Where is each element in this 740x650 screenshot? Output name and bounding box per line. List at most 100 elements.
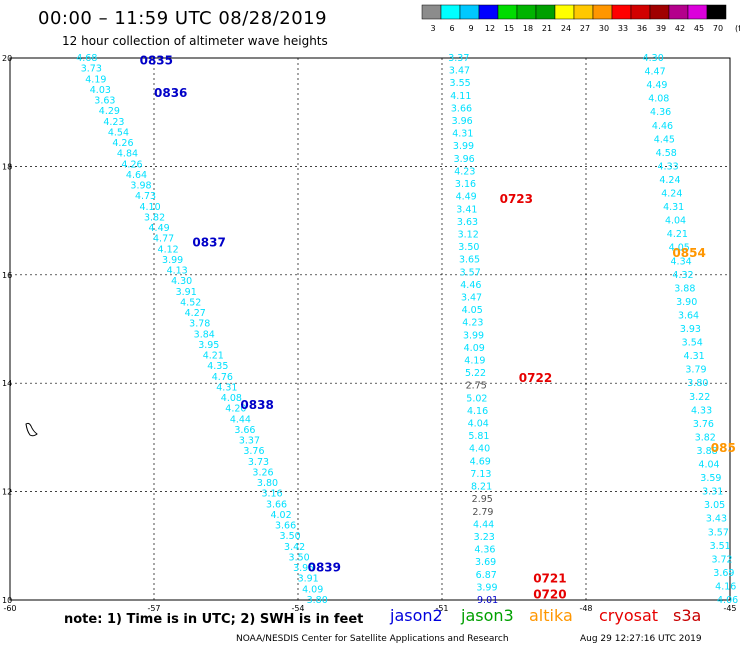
wave-height-value: 4.21 — [667, 229, 688, 240]
page-title: 00:00 – 11:59 UTC 08/28/2019 — [38, 8, 328, 29]
wave-height-value: 3.95 — [198, 340, 219, 351]
wave-height-value: 4.04 — [468, 419, 489, 430]
legend-swatch — [706, 4, 727, 20]
x-tick-label: -54 — [291, 604, 304, 613]
wave-height-value: 3.42 — [284, 542, 305, 553]
wave-height-value: 4.06 — [717, 595, 738, 606]
satellite-jason3: jason3 — [461, 606, 514, 625]
wave-height-value: 4.84 — [117, 149, 138, 160]
wave-height-value: 3.66 — [266, 499, 287, 510]
pass-time-label: 0839 — [308, 560, 341, 574]
legend-label: 9 — [468, 24, 473, 33]
wave-height-value: 4.58 — [656, 148, 677, 159]
wave-height-value: 4.31 — [216, 382, 237, 393]
wave-height-value: 4.30 — [643, 53, 664, 64]
pass-time-label: 0722 — [519, 371, 552, 385]
wave-height-value: 4.04 — [665, 216, 686, 227]
wave-height-value: 3.96 — [454, 154, 475, 165]
wave-height-value: 3.26 — [252, 467, 273, 478]
wave-height-value: 3.93 — [680, 324, 701, 335]
wave-height-value: 4.31 — [663, 202, 684, 213]
wave-height-value: 3.22 — [689, 392, 710, 403]
wave-height-value: 3.16 — [261, 489, 282, 500]
wave-height-value: 3.59 — [700, 473, 721, 484]
wave-height-value: 4.16 — [467, 406, 488, 417]
wave-height-value: 4.47 — [644, 67, 665, 78]
wave-height-value: 4.02 — [270, 510, 291, 521]
wave-height-value: 3.99 — [476, 582, 497, 593]
wave-height-value: 4.13 — [167, 266, 188, 277]
y-tick-label: 20 — [2, 54, 12, 63]
wave-height-value: 3.37 — [448, 53, 469, 64]
wave-height-value: 4.05 — [462, 305, 483, 316]
legend-label: 15 — [504, 24, 514, 33]
wave-height-value: 7.13 — [470, 469, 491, 480]
wave-height-value: 3.78 — [189, 319, 210, 330]
wave-height-value: 4.19 — [85, 74, 106, 85]
wave-height-value: 3.76 — [693, 419, 714, 430]
wave-height-value: 3.88 — [674, 283, 695, 294]
satellite-cryosat: cryosat — [599, 606, 659, 625]
legend-label: 21 — [542, 24, 552, 33]
pass-time-label: 0836 — [154, 86, 187, 100]
wave-height-value: 4.05 — [669, 243, 690, 254]
wave-height-value: 4.73 — [135, 191, 156, 202]
wave-height-value: 4.20 — [225, 404, 246, 415]
wave-height-value: 4.68 — [76, 53, 97, 64]
wave-height-value: 4.34 — [671, 256, 692, 267]
wave-height-value: 3.73 — [81, 64, 102, 75]
wave-height-value: 3.37 — [239, 436, 260, 447]
wave-height-value: 4.12 — [158, 244, 179, 255]
map-frame — [9, 57, 731, 601]
wave-height-value: 5.02 — [466, 393, 487, 404]
wave-height-value: 3.99 — [162, 255, 183, 266]
legend-label: 27 — [580, 24, 590, 33]
wave-height-value: 2.75 — [466, 381, 487, 392]
legend-label: 12 — [485, 24, 495, 33]
wave-height-value: 8.21 — [471, 482, 492, 493]
legend-label: 42 — [675, 24, 685, 33]
wave-height-value: 3.72 — [711, 554, 732, 565]
wave-height-value: 4.31 — [684, 351, 705, 362]
wave-height-value: 3.51 — [710, 541, 731, 552]
legend-label: 33 — [618, 24, 628, 33]
wave-height-value: 3.50 — [458, 242, 479, 253]
wave-height-value: 4.44 — [230, 414, 251, 425]
wave-height-value: 3.66 — [275, 521, 296, 532]
wave-height-value: 3.82 — [144, 212, 165, 223]
island-outline — [25, 422, 38, 437]
wave-height-value: 3.23 — [474, 532, 495, 543]
x-tick-label: -51 — [435, 604, 448, 613]
legend-label: 45 — [694, 24, 704, 33]
wave-height-value: 5.81 — [468, 431, 489, 442]
wave-height-value: 4.03 — [90, 85, 111, 96]
pass-time-label: 0838 — [240, 398, 273, 412]
wave-height-value: 4.11 — [450, 91, 471, 102]
wave-height-value: 4.04 — [698, 460, 719, 471]
wave-height-value: 4.23 — [462, 318, 483, 329]
wave-height-value: 3.69 — [713, 568, 734, 579]
wave-height-value: 4.08 — [221, 393, 242, 404]
wave-height-value: 3.91 — [176, 287, 197, 298]
wave-height-value: 4.24 — [659, 175, 680, 186]
wave-height-value: 3.66 — [451, 103, 472, 114]
pass-time-label: 085 — [711, 441, 736, 455]
wave-height-value: 3.12 — [458, 229, 479, 240]
legend-label: 18 — [523, 24, 533, 33]
wave-height-value: 4.49 — [646, 80, 667, 91]
wave-height-value: 5.22 — [465, 368, 486, 379]
wave-height-value: 3.57 — [460, 267, 481, 278]
wave-height-value: 4.19 — [464, 356, 485, 367]
wave-height-value: 3.43 — [706, 514, 727, 525]
wave-height-value: 3.80 — [687, 378, 708, 389]
x-tick-label: -45 — [723, 604, 736, 613]
wave-height-value: 3.88 — [697, 446, 718, 457]
wave-height-value: 3.99 — [463, 330, 484, 341]
wave-height-value: 4.10 — [139, 202, 160, 213]
legend-label: 36 — [637, 24, 647, 33]
x-tick-label: -57 — [147, 604, 160, 613]
wave-height-value: 4.49 — [149, 223, 170, 234]
wave-height-value: 4.23 — [454, 166, 475, 177]
wave-height-value: 3.91 — [298, 574, 319, 585]
